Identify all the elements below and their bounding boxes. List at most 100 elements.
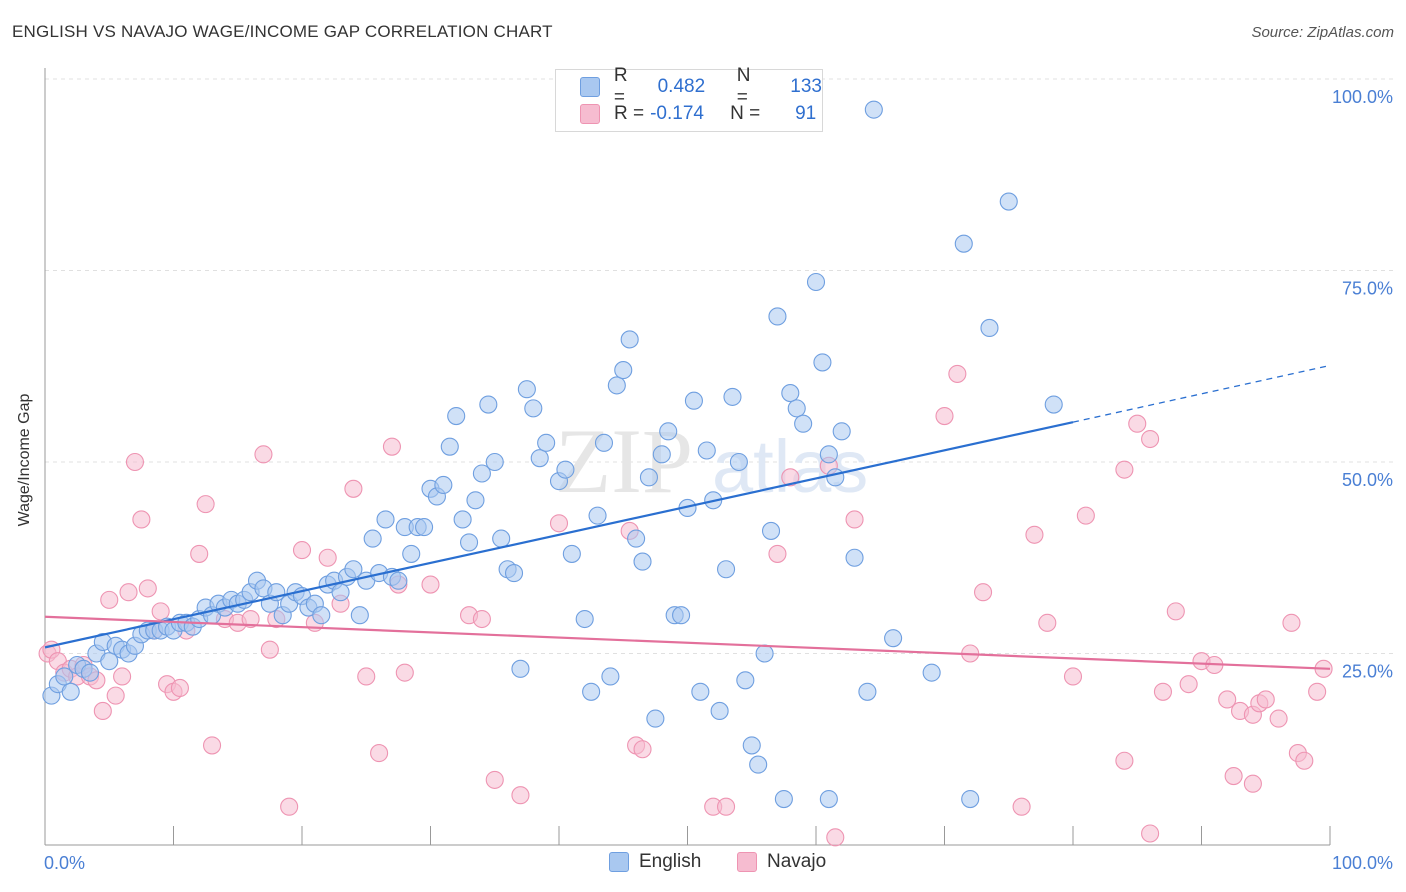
english-point [485,452,504,472]
navajo-point [1166,602,1185,621]
english-point [479,395,498,414]
navajo-point [472,609,491,629]
navajo-point [241,609,260,629]
stats-legend: R = 0.482 N = 133 R = -0.174 N = 91 [555,65,823,132]
english-point [1044,395,1063,414]
navajo-point [1295,751,1314,770]
english-point [684,391,703,410]
english-point [492,529,511,548]
english-point [794,414,813,433]
english-swatch [580,77,600,97]
navajo-point [151,602,170,621]
navajo-n-value: 91 [795,103,817,124]
english-point [61,682,80,701]
navajo-point [260,640,279,659]
english-point [614,361,633,380]
english-point [980,318,999,338]
english-point [787,399,806,418]
navajo-point [203,736,222,755]
english-point [434,475,453,495]
navajo-point [1179,675,1198,694]
navajo-point [1115,460,1134,479]
english-point [594,433,614,452]
navajo-point [781,468,800,487]
navajo-point [1012,797,1031,816]
english-point [736,671,755,690]
navajo-point [845,510,864,529]
navajo-point [93,701,112,721]
english-point [601,667,620,686]
navajo-point [1308,682,1327,701]
navajo-trend-line [44,615,1331,670]
english-point [922,663,941,682]
navajo-point [138,579,157,598]
english-point [363,529,382,548]
navajo-point [826,828,845,847]
english-point [620,330,639,349]
navajo-point [1243,774,1262,793]
navajo-point [1128,414,1147,433]
navajo-point [1256,690,1275,709]
y-tick-label: 100.0% [1332,87,1393,107]
navajo-point [948,364,967,383]
english-point [582,682,601,701]
english-point [832,422,851,441]
navajo-point [1282,613,1301,632]
legend-row-english: R = 0.482 N = 133 [580,65,822,108]
navajo-point [106,686,125,705]
english-point [999,192,1018,211]
english-point [864,100,883,119]
navajo-point [1115,751,1134,770]
english-point [504,564,524,583]
navajo-point [344,479,363,498]
english-point [530,449,549,468]
english-point [402,544,421,563]
axes [44,68,1331,846]
navajo-point [254,445,273,464]
navajo-point [382,437,402,456]
navajo-point [973,583,993,602]
english-point [774,789,793,809]
english-trend-extension [1072,364,1331,423]
english-point [440,437,459,456]
english-point [312,606,331,625]
english-point [858,682,877,701]
navajo-point [1153,682,1172,701]
navajo-point [1025,525,1044,544]
english-point [517,380,536,399]
x-tick-label-max: 100.0% [1332,853,1393,873]
english-point [716,560,736,579]
x-tick-label-min: 0.0% [44,853,85,873]
navajo-point [485,770,504,789]
navajo-point [132,510,151,529]
english-legend-swatch [609,852,629,872]
navajo-point [196,495,215,514]
english-point [100,652,119,671]
navajo-point [1224,767,1243,786]
bottom-legend-navajo: Navajo [737,851,826,873]
navajo-swatch [580,104,600,124]
english-point [575,609,594,629]
navajo-point [1141,824,1160,843]
english-point [376,510,395,529]
english-point [55,667,74,686]
navajo-point [633,740,652,759]
english-point [723,387,742,406]
english-point [646,709,665,728]
english-points [42,100,1063,809]
english-point [459,533,479,552]
english-point [389,571,408,590]
english-n-value: 133 [790,76,822,97]
english-point [80,663,100,682]
chart-title: ENGLISH VS NAVAJO WAGE/INCOME GAP CORREL… [12,22,553,41]
english-point [447,406,466,426]
navajo-r-value: -0.174 [650,103,704,124]
navajo-point [170,678,189,698]
english-point [556,460,575,479]
navajo-point [280,797,299,816]
english-trend-line [44,421,1074,649]
english-point [639,468,659,487]
english-point [729,452,748,472]
english-point [466,491,485,510]
